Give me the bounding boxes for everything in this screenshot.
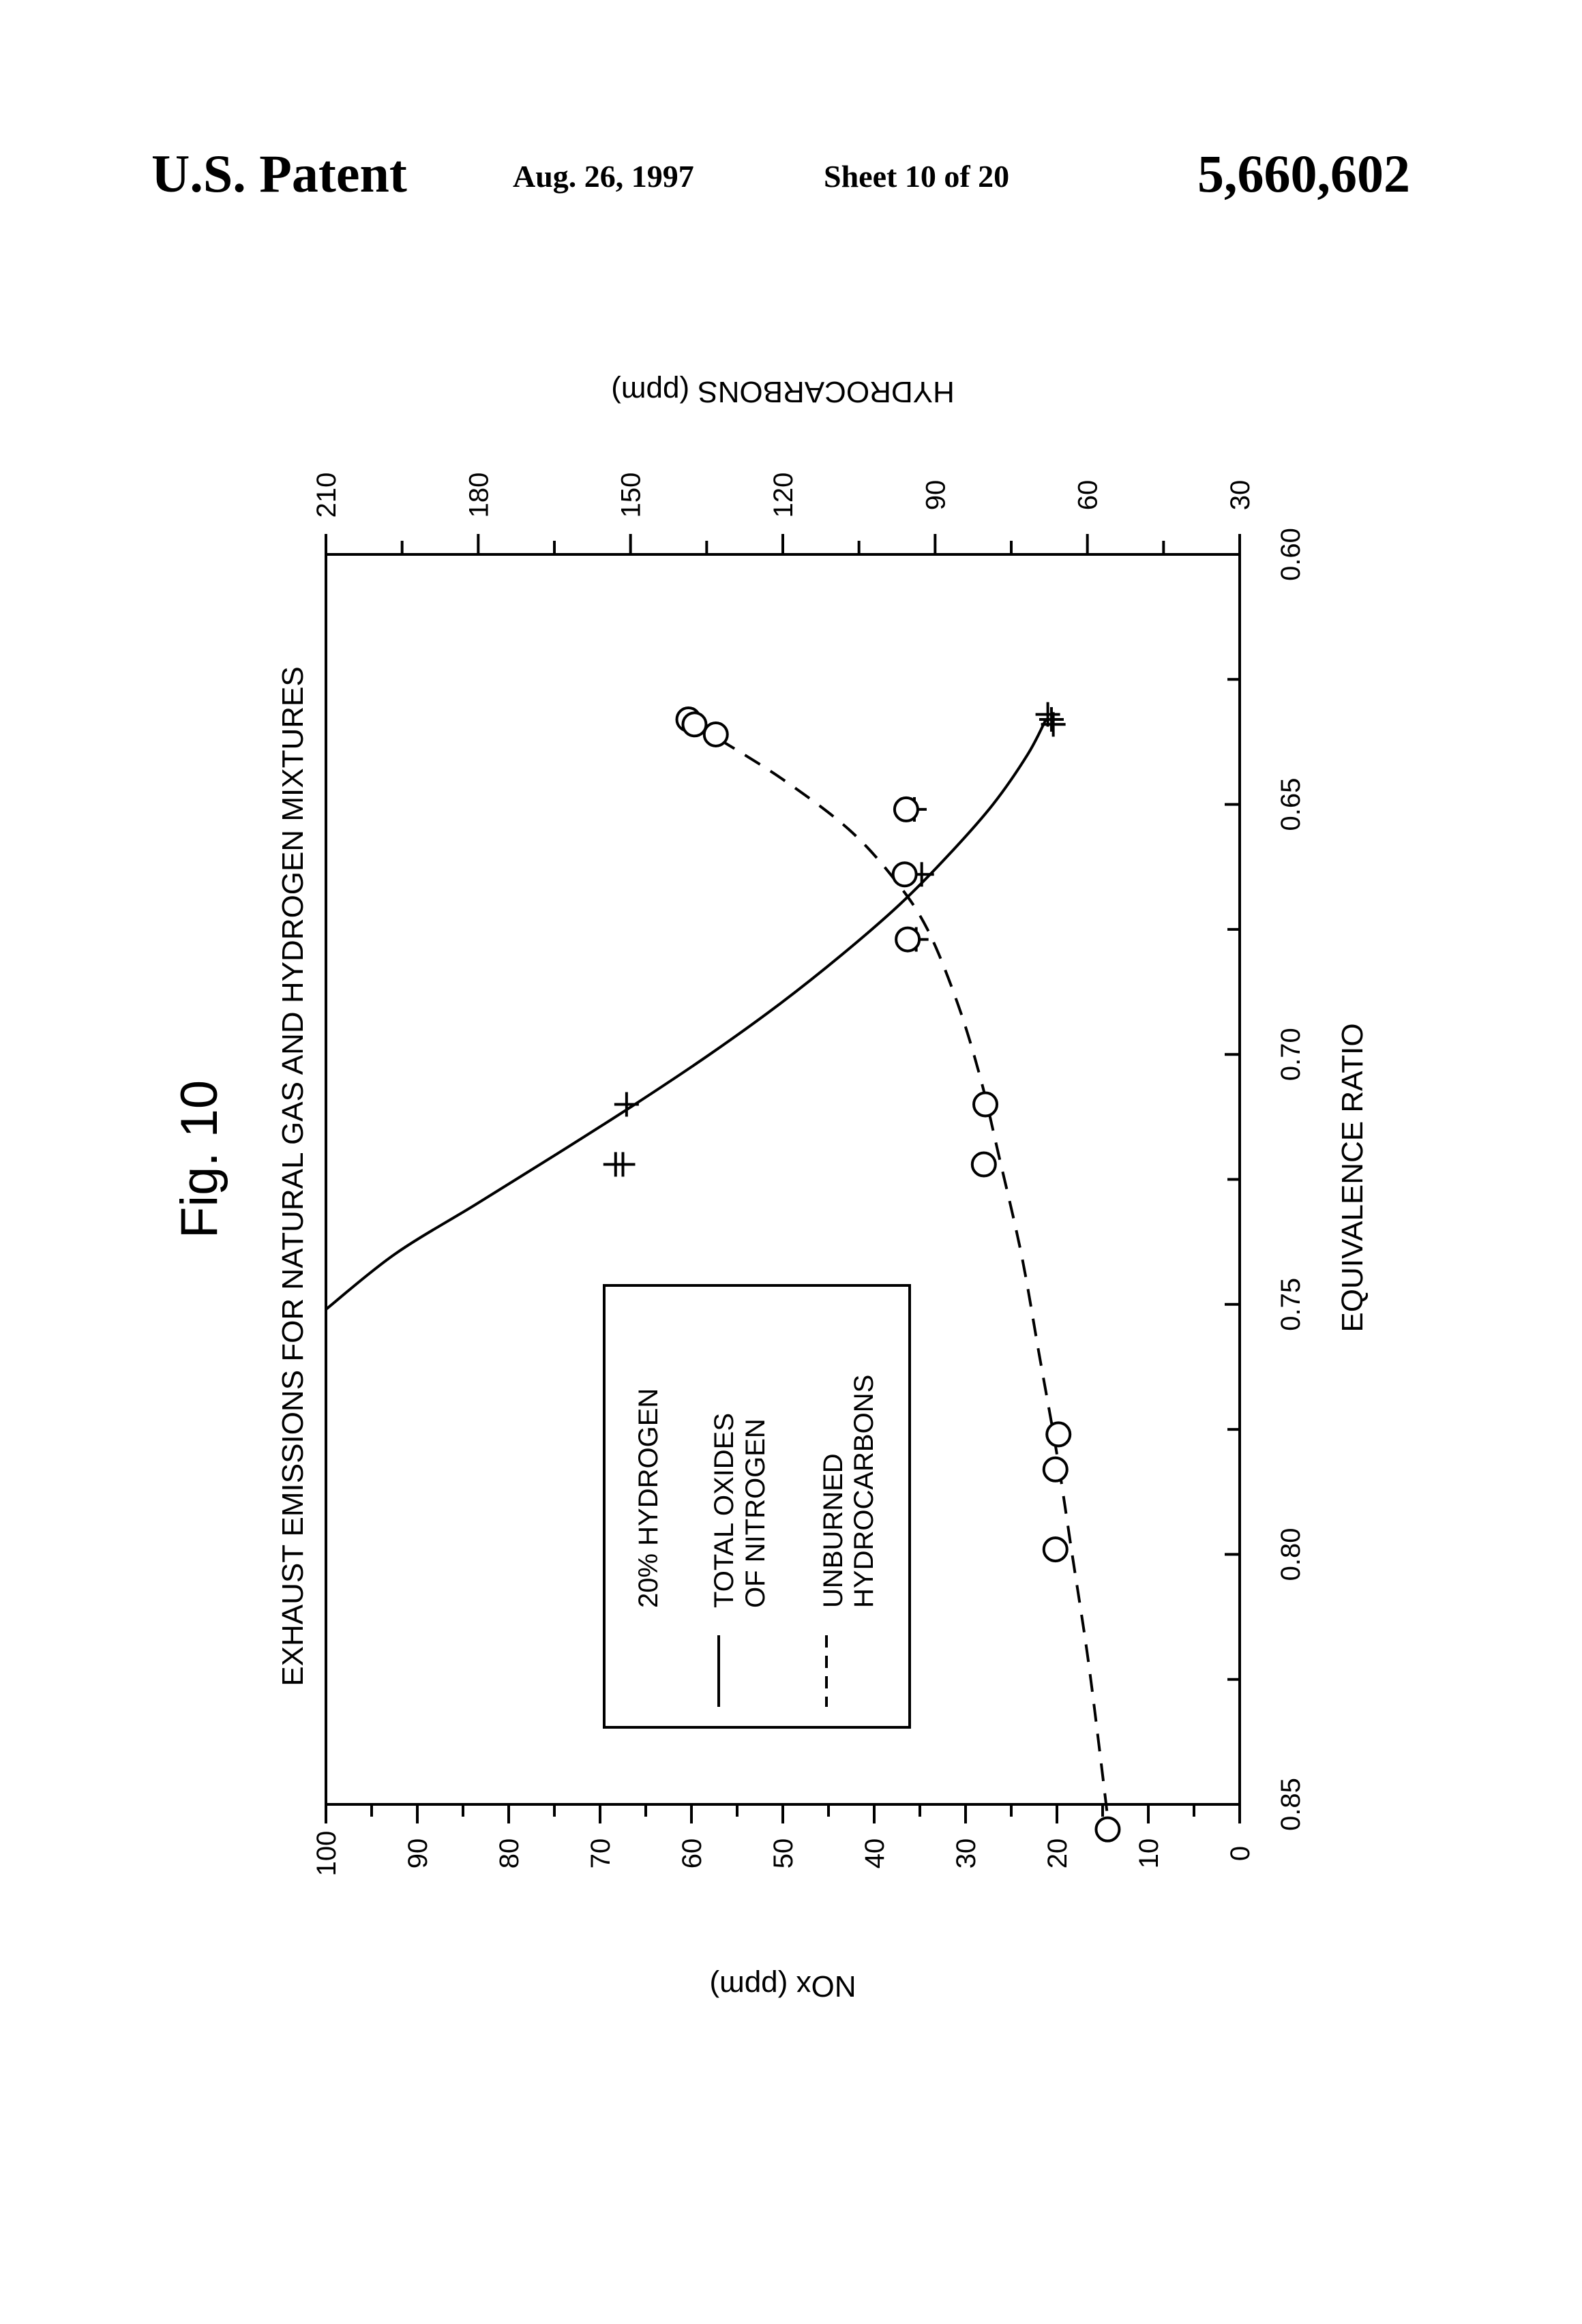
x-tick-label: 0.60 — [1276, 528, 1306, 581]
right-axis-label: HYDROCARBONS (ppm) — [611, 375, 955, 408]
hc-point — [974, 1093, 997, 1116]
legend-dashed-line1: UNBURNED — [818, 1453, 848, 1608]
hc-point — [1044, 1538, 1067, 1561]
right-tick-label: 180 — [464, 473, 494, 518]
legend-solid-line1: TOTAL OXIDES — [709, 1413, 739, 1608]
nox-point — [1036, 702, 1060, 727]
hc-point — [895, 798, 918, 821]
x-tick-label: 0.85 — [1276, 1778, 1306, 1831]
left-tick-label: 10 — [1134, 1838, 1164, 1869]
hc-point — [704, 723, 728, 746]
x-tick-label: 0.70 — [1276, 1028, 1306, 1081]
left-tick-label: 0 — [1225, 1846, 1255, 1861]
hc-point — [896, 928, 919, 951]
hc-point — [893, 863, 916, 886]
right-tick-label: 30 — [1225, 480, 1255, 511]
x-tick-label: 0.75 — [1276, 1278, 1306, 1331]
left-axis-label: NOx (ppm) — [709, 1969, 856, 2003]
legend-dashed-line2: HYDROCARBONS — [849, 1375, 879, 1608]
left-tick-label: 50 — [768, 1838, 799, 1869]
right-tick-label: 150 — [616, 473, 646, 518]
nox-point — [1041, 712, 1066, 736]
left-tick-label: 80 — [494, 1838, 524, 1869]
left-tick-label: 100 — [312, 1831, 342, 1877]
left-tick-label: 20 — [1043, 1838, 1073, 1869]
x-tick-label: 0.80 — [1276, 1528, 1306, 1581]
right-tick-label: 210 — [312, 473, 342, 518]
x-tick-label: 0.65 — [1276, 778, 1306, 831]
chart-title: EXHAUST EMISSIONS FOR NATURAL GAS AND HY… — [276, 666, 310, 1686]
legend: 20% HYDROGEN TOTAL OXIDES OF NITROGEN UN… — [604, 1285, 910, 1727]
legend-solid-line2: OF NITROGEN — [741, 1418, 771, 1608]
right-tick-label: 120 — [768, 473, 799, 518]
hc-point — [1096, 1818, 1119, 1841]
x-axis-label: EQUIVALENCE RATIO — [1336, 1023, 1369, 1332]
figure-label: Fig. 10 — [170, 1080, 228, 1238]
nox-curve — [326, 719, 1046, 1309]
hc-point — [683, 713, 706, 736]
left-tick-label: 60 — [677, 1838, 707, 1869]
legend-title: 20% HYDROGEN — [633, 1388, 663, 1608]
nox-point — [614, 1092, 639, 1117]
left-tick-label: 30 — [951, 1838, 981, 1869]
left-tick-label: 70 — [586, 1838, 616, 1869]
hc-point — [1047, 1422, 1070, 1446]
hc-point — [972, 1153, 996, 1176]
left-tick-label: 90 — [403, 1838, 433, 1869]
hc-point — [1044, 1458, 1067, 1481]
right-tick-label: 90 — [921, 480, 951, 511]
right-tick-label: 60 — [1073, 480, 1103, 511]
left-tick-label: 40 — [860, 1838, 890, 1869]
